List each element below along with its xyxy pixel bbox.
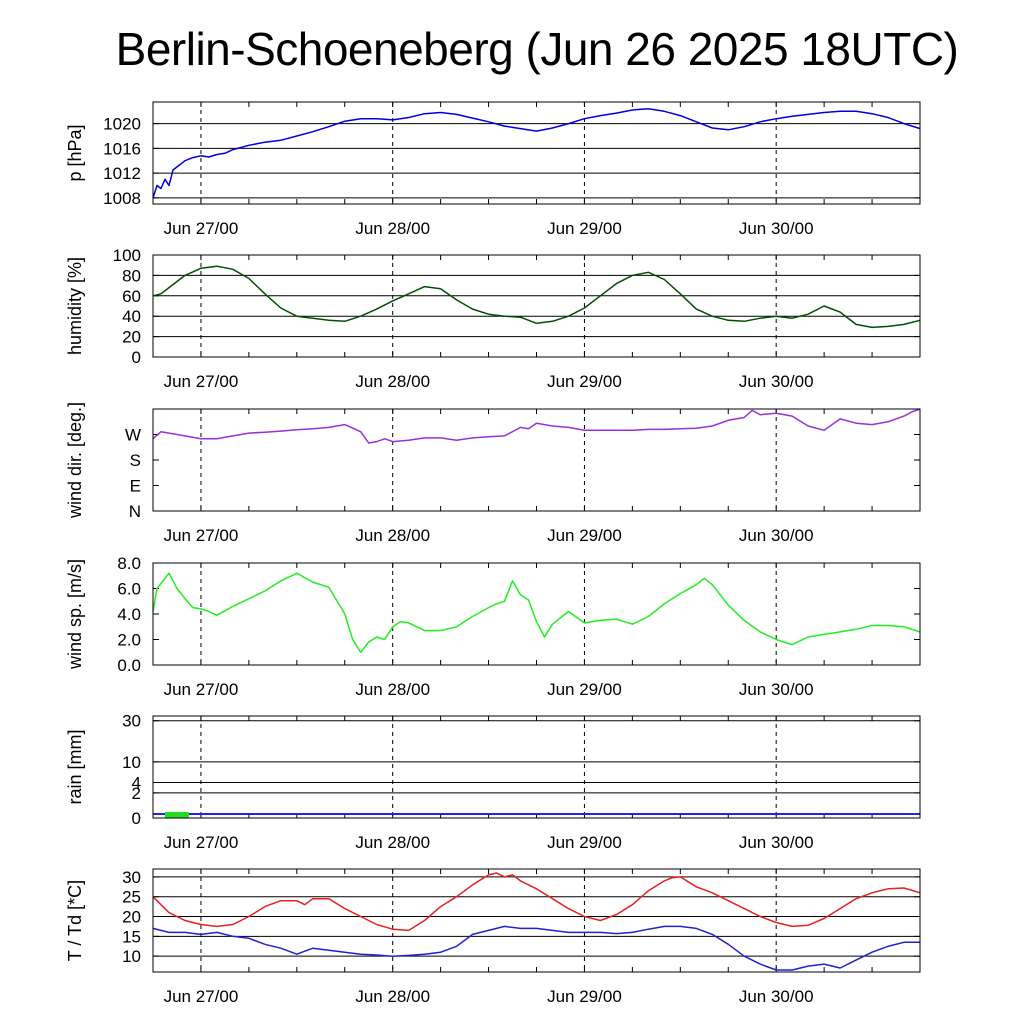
- x-tick-label: Jun 29/00: [547, 987, 622, 1006]
- y-tick-label: W: [125, 426, 141, 445]
- y-tick-label: 80: [122, 266, 141, 285]
- y-tick-label: 10: [122, 947, 141, 966]
- series-line-1: [152, 872, 921, 932]
- panel-4: 0.0 2.0 4.0 6.0 8.0 wind sp. [m/s] Jun 27/00 Ju…: [65, 554, 921, 699]
- y-tick-label: 1016: [103, 139, 141, 158]
- y-tick-label: 20: [122, 908, 141, 927]
- y-tick-label: 25: [122, 888, 141, 907]
- series-line-1: [152, 265, 921, 329]
- x-tick-label: Jun 27/00: [164, 833, 239, 852]
- y-tick-label: E: [130, 477, 141, 496]
- y-tick-label: 30: [122, 712, 141, 731]
- x-tick-label: Jun 30/00: [739, 680, 814, 699]
- plot-frame: [152, 254, 921, 358]
- x-tick-label: Jun 27/00: [164, 219, 239, 238]
- y-tick-label: 0: [132, 348, 141, 367]
- y-tick-label: 20: [122, 328, 141, 347]
- panel-1: 1008 1012 1016 1020 p [hPa] Jun 27/00 Jun 28/0…: [65, 101, 921, 238]
- x-tick-label: Jun 27/00: [164, 526, 239, 545]
- x-tick-label: Jun 27/00: [164, 987, 239, 1006]
- x-tick-label: Jun 27/00: [164, 372, 239, 391]
- series-line-2: [152, 925, 920, 971]
- y-axis-label: wind dir. [deg.]: [65, 402, 85, 519]
- plot-frame: [152, 408, 921, 512]
- x-tick-label: Jun 28/00: [355, 833, 430, 852]
- y-axis-label: rain [mm]: [65, 729, 85, 804]
- x-tick-label: Jun 28/00: [355, 526, 430, 545]
- y-tick-label: 2.0: [117, 631, 141, 650]
- x-tick-label: Jun 30/00: [739, 372, 814, 391]
- x-tick-label: Jun 28/00: [355, 372, 430, 391]
- x-tick-label: Jun 29/00: [547, 372, 622, 391]
- y-tick-label: 40: [122, 307, 141, 326]
- y-tick-label: 100: [113, 246, 141, 265]
- x-tick-label: Jun 29/00: [547, 526, 622, 545]
- y-tick-label: 0.0: [117, 656, 141, 675]
- x-tick-label: Jun 28/00: [355, 219, 430, 238]
- plot-frame: [152, 868, 921, 973]
- plot-frame: [152, 562, 921, 666]
- y-tick-label: 4: [132, 773, 141, 792]
- x-tick-label: Jun 29/00: [547, 833, 622, 852]
- x-tick-label: Jun 30/00: [739, 526, 814, 545]
- chart-title: Berlin-Schoeneberg (Jun 26 2025 18UTC): [115, 23, 959, 75]
- y-tick-label: 60: [122, 287, 141, 306]
- series-line-1: [152, 408, 921, 444]
- plot-frame: [152, 101, 921, 205]
- x-tick-label: Jun 29/00: [547, 219, 622, 238]
- plot-frame: [152, 715, 921, 819]
- y-tick-label: 1020: [103, 115, 141, 134]
- y-tick-label: 8.0: [117, 554, 141, 573]
- rain-bar: [164, 812, 189, 818]
- y-tick-label: S: [130, 451, 141, 470]
- series-line-1: [152, 572, 921, 654]
- y-axis-label: T / Td [*C]: [65, 880, 85, 961]
- x-tick-label: Jun 30/00: [739, 987, 814, 1006]
- y-tick-label: 10: [122, 753, 141, 772]
- y-axis-label: p [hPa]: [65, 124, 85, 181]
- y-tick-label: N: [129, 502, 141, 521]
- x-tick-label: Jun 30/00: [739, 219, 814, 238]
- y-tick-label: 4.0: [117, 605, 141, 624]
- x-tick-label: Jun 27/00: [164, 680, 239, 699]
- y-tick-label: 0: [132, 809, 141, 828]
- y-tick-label: 1008: [103, 189, 141, 208]
- y-tick-label: 30: [122, 868, 141, 887]
- y-axis-label: wind sp. [m/s]: [65, 559, 85, 670]
- x-tick-label: Jun 28/00: [355, 680, 430, 699]
- y-tick-label: 15: [122, 927, 141, 946]
- y-tick-label: 6.0: [117, 580, 141, 599]
- series-line-1: [152, 108, 921, 199]
- y-axis-label: humidity [%]: [65, 257, 85, 355]
- y-tick-label: 1012: [103, 164, 141, 183]
- x-tick-label: Jun 30/00: [739, 833, 814, 852]
- y-tick-label: 2: [132, 784, 141, 803]
- x-tick-label: Jun 29/00: [547, 680, 622, 699]
- x-tick-label: Jun 28/00: [355, 987, 430, 1006]
